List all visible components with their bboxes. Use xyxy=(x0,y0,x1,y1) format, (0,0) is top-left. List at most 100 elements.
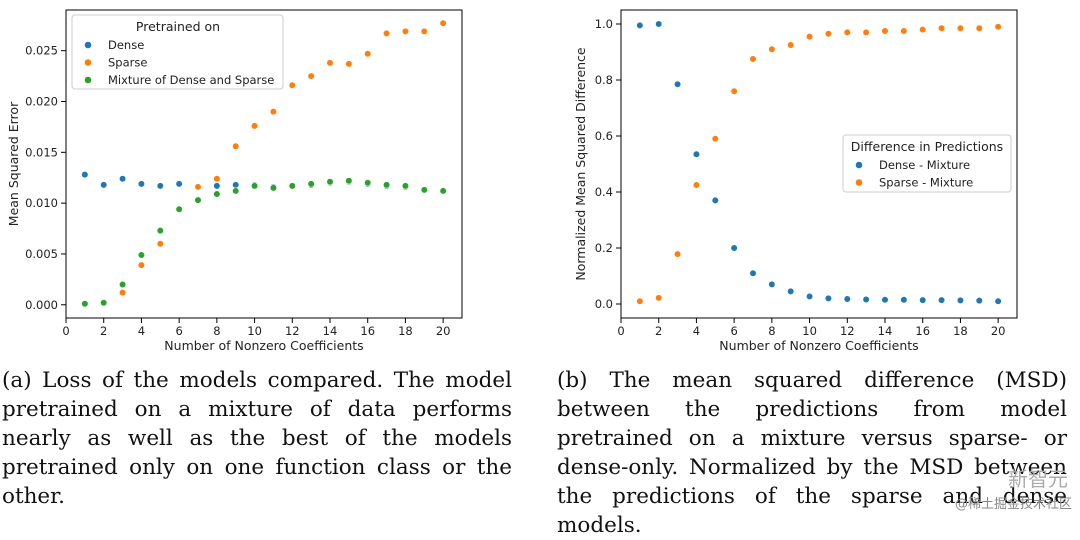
legend-marker xyxy=(84,59,92,66)
chart-b: 0 2 4 6 8 10 12 14 16 18 20 0.0 0.2 0.4 0.6 0.8 1.0 Numbe… xyxy=(573,9,1018,353)
point-mixture-of-dense-and-sparse xyxy=(345,177,353,185)
point-dense-mixture xyxy=(673,80,682,88)
x-tick-label: 18 xyxy=(953,324,968,338)
x-tick-label: 14 xyxy=(878,324,893,338)
point-dense-mixture xyxy=(937,296,946,304)
y-axis-label: Normalized Mean Squared Difference xyxy=(573,47,588,281)
point-mixture-of-dense-and-sparse xyxy=(232,187,240,195)
point-dense xyxy=(137,180,146,188)
point-mixture-of-dense-and-sparse xyxy=(288,182,296,190)
point-mixture-of-dense-and-sparse xyxy=(439,187,447,195)
point-dense-mixture xyxy=(824,294,833,303)
point-dense-mixture xyxy=(655,20,663,28)
point-sparse-mixture xyxy=(787,41,795,49)
legend-entry-label: Dense - Mixture xyxy=(879,158,970,172)
caption-a: (a) Loss of the models compared. The mod… xyxy=(2,368,512,509)
point-dense xyxy=(213,182,221,190)
x-tick-label: 14 xyxy=(323,324,338,338)
legend-title: Pretrained on xyxy=(136,19,220,34)
point-dense xyxy=(156,182,164,190)
point-dense-mixture xyxy=(692,150,701,158)
point-mixture-of-dense-and-sparse xyxy=(364,179,372,187)
watermark: @稀土掘金技术社区 xyxy=(954,497,1072,512)
point-sparse-mixture xyxy=(881,27,889,35)
y-tick-label: 0.6 xyxy=(595,129,613,143)
point-dense-mixture xyxy=(843,295,851,303)
x-tick-label: 20 xyxy=(991,324,1006,338)
caption-b: (b) The mean squared difference (MSD) be… xyxy=(557,368,1067,538)
point-sparse-mixture xyxy=(956,24,965,32)
point-dense-mixture xyxy=(919,296,927,304)
legend-title: Difference in Predictions xyxy=(851,139,1003,154)
legend-box xyxy=(842,134,1012,193)
point-sparse-mixture xyxy=(919,26,927,34)
point-sparse xyxy=(194,183,202,191)
x-axis-label: Number of Nonzero Coefficients xyxy=(719,338,918,353)
x-tick-label: 16 xyxy=(360,324,375,338)
y-axis-label: Mean Squared Error xyxy=(6,101,21,226)
panel-b: 0 2 4 6 8 10 12 14 16 18 20 0.0 0.2 0.4 0.6 0.8 1.0 Numbe… xyxy=(540,0,1080,538)
point-sparse xyxy=(118,288,127,297)
point-sparse xyxy=(307,72,315,80)
point-sparse-mixture xyxy=(805,32,814,41)
point-mixture-of-dense-and-sparse xyxy=(326,178,334,186)
x-tick-label: 12 xyxy=(840,324,855,338)
plot-frame xyxy=(65,9,463,319)
panel-a: 0 2 4 6 8 10 12 14 16 18 20 0.000 0.005 0.010 0.015 0.0… xyxy=(0,0,540,516)
x-tick-label: 6 xyxy=(730,324,737,338)
point-sparse-mixture xyxy=(862,28,870,37)
point-mixture-of-dense-and-sparse xyxy=(213,190,221,198)
point-mixture-of-dense-and-sparse xyxy=(250,182,259,190)
point-sparse xyxy=(420,27,428,35)
point-sparse-mixture xyxy=(843,28,851,37)
y-tick-label: 0.0 xyxy=(595,297,613,311)
point-sparse xyxy=(401,27,410,35)
point-mixture-of-dense-and-sparse xyxy=(156,226,164,235)
chart-a: 0 2 4 6 8 10 12 14 16 18 20 0.000 0.005 0.010 0.015 0.0… xyxy=(6,9,463,353)
point-sparse-mixture xyxy=(673,250,682,258)
point-sparse xyxy=(364,50,372,58)
point-sparse xyxy=(345,60,353,68)
x-tick-label: 10 xyxy=(247,324,262,338)
point-sparse xyxy=(156,240,164,248)
point-dense xyxy=(175,180,183,188)
x-tick-label: 0 xyxy=(62,324,69,338)
legend-entry-label: Sparse - Mixture xyxy=(879,176,973,190)
point-dense-mixture xyxy=(636,21,644,30)
legend-entry-label: Mixture of Dense and Sparse xyxy=(108,73,274,87)
point-dense xyxy=(118,175,127,183)
point-sparse-mixture xyxy=(692,181,701,189)
point-sparse xyxy=(288,81,296,89)
x-tick-label: 16 xyxy=(915,324,930,338)
point-mixture-of-dense-and-sparse xyxy=(100,299,108,307)
point-mixture-of-dense-and-sparse xyxy=(307,180,315,188)
point-dense-mixture xyxy=(730,244,738,252)
x-tick-label: 2 xyxy=(655,324,662,338)
point-dense-mixture xyxy=(994,297,1002,305)
point-dense-mixture xyxy=(862,295,870,304)
point-dense-mixture xyxy=(956,296,965,304)
legend-marker xyxy=(855,161,863,169)
point-mixture-of-dense-and-sparse xyxy=(118,280,127,289)
y-tick-label: 0.2 xyxy=(595,241,613,255)
y-tick-label: 0.005 xyxy=(25,247,58,261)
point-sparse-mixture xyxy=(975,24,983,32)
point-sparse xyxy=(269,108,278,116)
point-dense-mixture xyxy=(787,287,795,296)
point-dense-mixture xyxy=(881,296,889,304)
x-tick-label: 8 xyxy=(213,324,220,338)
point-dense-mixture xyxy=(975,297,983,305)
y-tick-label: 0.025 xyxy=(25,44,58,58)
point-sparse xyxy=(250,122,259,130)
x-tick-label: 0 xyxy=(617,324,624,338)
point-dense-mixture xyxy=(711,196,719,204)
point-sparse xyxy=(326,59,334,67)
point-mixture-of-dense-and-sparse xyxy=(420,186,428,194)
legend-entry-label: Sparse xyxy=(108,56,147,70)
legend-marker xyxy=(84,41,92,49)
x-tick-label: 20 xyxy=(436,324,451,338)
point-sparse-mixture xyxy=(749,55,757,63)
legend-box xyxy=(71,14,284,90)
x-tick-label: 6 xyxy=(175,324,182,338)
y-tick-label: 1.0 xyxy=(595,17,613,31)
